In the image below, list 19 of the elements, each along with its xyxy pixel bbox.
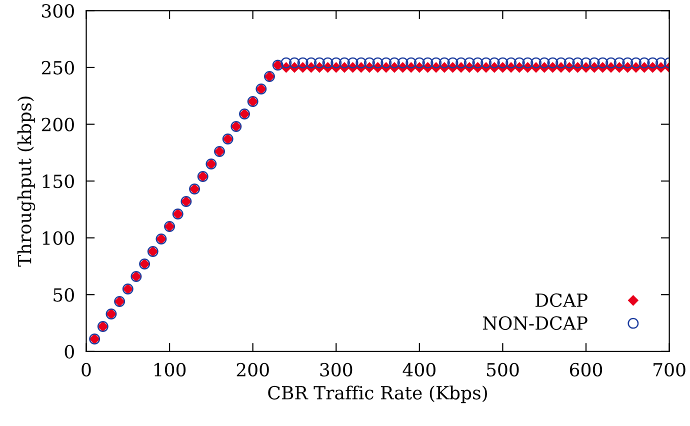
x-axis-title: CBR Traffic Rate (Kbps): [268, 386, 487, 404]
x-tick-label: 600: [570, 362, 602, 377]
x-tick-label: 300: [320, 362, 352, 377]
y-tick-label: 200: [42, 118, 74, 132]
x-tick-label: 500: [487, 362, 519, 377]
y-tick-label: 300: [42, 4, 74, 18]
y-tick-label: 50: [54, 288, 74, 302]
x-tick-label: 100: [154, 362, 186, 377]
y-tick-label: 0: [64, 344, 74, 359]
legend-label: NON-DCAP: [482, 316, 588, 330]
x-tick-label: 700: [654, 362, 686, 377]
x-tick-label: 0: [82, 362, 91, 377]
y-tick-label: 150: [42, 174, 74, 188]
y-tick-label: 250: [42, 60, 74, 75]
x-tick-label: 200: [236, 362, 269, 377]
y-axis-title: Throughput (kbps): [17, 96, 36, 267]
y-tick-label: 100: [42, 231, 74, 245]
x-tick-label: 400: [402, 362, 436, 377]
legend-label: DCAP: [536, 293, 588, 308]
